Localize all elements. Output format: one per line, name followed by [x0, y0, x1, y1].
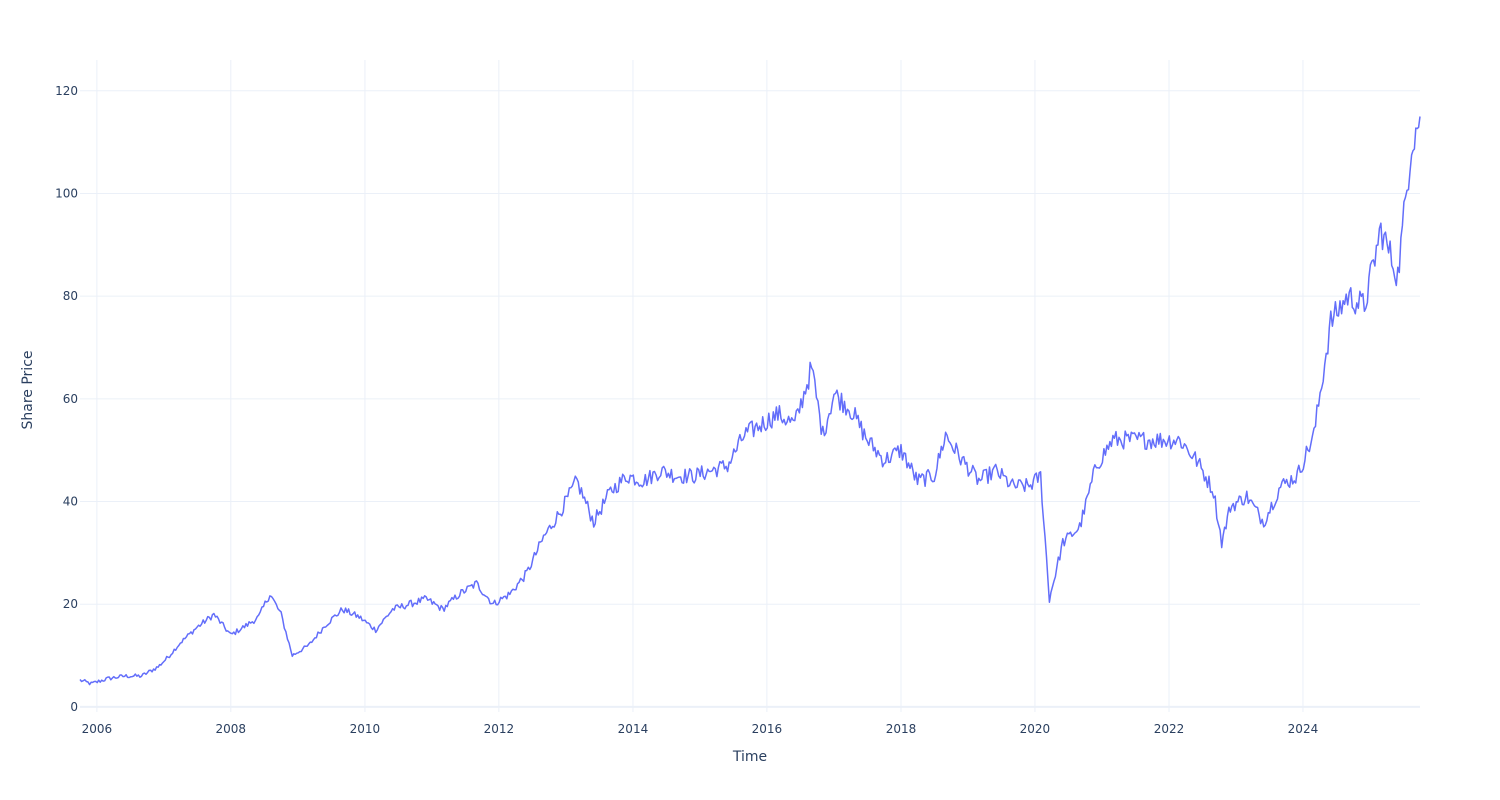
x-axis-title: Time	[732, 749, 767, 765]
y-tick-label: 120	[55, 84, 78, 98]
x-tick-label: 2016	[752, 722, 783, 736]
x-tick-label: 2020	[1020, 722, 1051, 736]
y-gridlines	[80, 90, 1420, 708]
x-tick-label: 2022	[1154, 722, 1185, 736]
x-tick-label: 2024	[1288, 722, 1319, 736]
x-tick-label: 2006	[82, 722, 113, 736]
series-group	[79, 116, 1421, 686]
x-gridlines	[96, 60, 1304, 712]
y-tick-label: 40	[63, 495, 78, 509]
y-axis-title: Share Price	[20, 350, 36, 429]
x-tick-label: 2018	[886, 722, 917, 736]
y-tick-labels: 0 20 40 60 80 100 120	[55, 84, 78, 714]
y-tick-label: 80	[63, 289, 78, 303]
x-tick-labels: 2006 2008 2010 2012 2014 2016 2018 2020 2022 2024	[82, 722, 1319, 736]
y-tick-label: 60	[63, 392, 78, 406]
y-tick-label: 0	[70, 700, 78, 714]
x-tick-label: 2010	[350, 722, 381, 736]
y-tick-label: 100	[55, 186, 78, 200]
x-tick-label: 2014	[618, 722, 649, 736]
x-tick-label: 2012	[484, 722, 515, 736]
series-line	[79, 116, 1421, 686]
x-tick-label: 2008	[216, 722, 247, 736]
y-tick-label: 20	[63, 597, 78, 611]
